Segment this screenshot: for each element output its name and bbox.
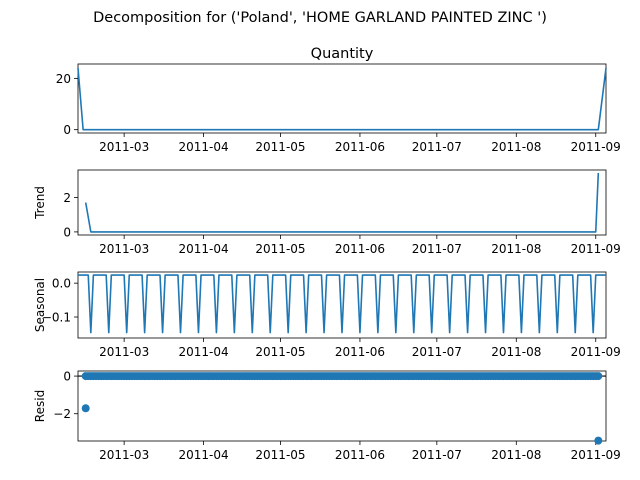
x-tick-label: 2011-03 <box>99 448 149 462</box>
y-tick-label: 0 <box>63 370 71 384</box>
x-tick-label: 2011-06 <box>335 345 385 359</box>
y-tick-label: 0 <box>63 225 71 239</box>
x-tick-label: 2011-03 <box>99 345 149 359</box>
x-tick-label: 2011-06 <box>335 140 385 154</box>
plot-frame <box>77 63 607 134</box>
x-tick-label: 2011-04 <box>179 345 229 359</box>
x-tick-label: 2011-09 <box>571 242 621 256</box>
x-tick-label: 2011-07 <box>412 345 462 359</box>
panel-3: Seasonal 0.0 −0.1 2011-03 2011-04 2011-05 2011… <box>33 271 621 359</box>
x-tick-label: 2011-04 <box>179 448 229 462</box>
x-tick-label: 2011-08 <box>491 345 541 359</box>
x-tick-label: 2011-09 <box>571 140 621 154</box>
y-axis-label: Seasonal <box>33 278 47 332</box>
panel-1: Quantity 0 20 2011-03 2011-04 2011-05 2011-06 2… <box>56 46 621 154</box>
seasonal-line <box>78 274 606 334</box>
y-tick-label: 0 <box>63 123 71 137</box>
x-tick-label: 2011-07 <box>412 448 462 462</box>
x-tick-label: 2011-07 <box>412 140 462 154</box>
x-tick-label: 2011-06 <box>335 448 385 462</box>
x-tick-label: 2011-08 <box>491 242 541 256</box>
y-tick-label: −2 <box>53 407 71 421</box>
series-line <box>84 172 600 233</box>
plot-frame <box>77 169 607 236</box>
x-tick-label: 2011-07 <box>412 242 462 256</box>
panel-4: Resid 0 −2 2011-03 2011-04 2011-05 2011-06 2011… <box>33 370 621 462</box>
x-tick-label: 2011-04 <box>179 140 229 154</box>
figure-title: Decomposition for ('Poland', 'HOME GARLA… <box>93 10 547 26</box>
panel-2: Trend 0 2 2011-03 2011-04 2011-05 2011-06 2011-… <box>33 169 621 256</box>
y-tick-label: 20 <box>56 72 71 86</box>
y-tick-label: 0.0 <box>52 277 71 291</box>
resid-point <box>594 372 603 381</box>
resid-outlier-point <box>594 436 603 445</box>
x-tick-label: 2011-05 <box>255 345 305 359</box>
x-tick-label: 2011-03 <box>99 140 149 154</box>
x-tick-label: 2011-04 <box>179 242 229 256</box>
x-tick-label: 2011-09 <box>571 448 621 462</box>
resid-outlier-point <box>81 404 90 413</box>
x-tick-label: 2011-05 <box>255 140 305 154</box>
x-tick-label: 2011-05 <box>255 448 305 462</box>
x-tick-label: 2011-06 <box>335 242 385 256</box>
y-axis-label: Resid <box>33 390 47 422</box>
y-tick-label: 2 <box>63 191 71 205</box>
y-axis-label: Trend <box>33 186 47 220</box>
x-tick-label: 2011-08 <box>491 448 541 462</box>
series-line <box>77 68 607 131</box>
plot-frame <box>77 271 607 339</box>
panel-title: Quantity <box>311 46 374 62</box>
plot-frame <box>77 370 607 442</box>
x-tick-label: 2011-05 <box>255 242 305 256</box>
x-tick-label: 2011-03 <box>99 242 149 256</box>
x-tick-label: 2011-09 <box>571 345 621 359</box>
y-tick-label: −0.1 <box>42 311 71 325</box>
x-tick-label: 2011-08 <box>491 140 541 154</box>
